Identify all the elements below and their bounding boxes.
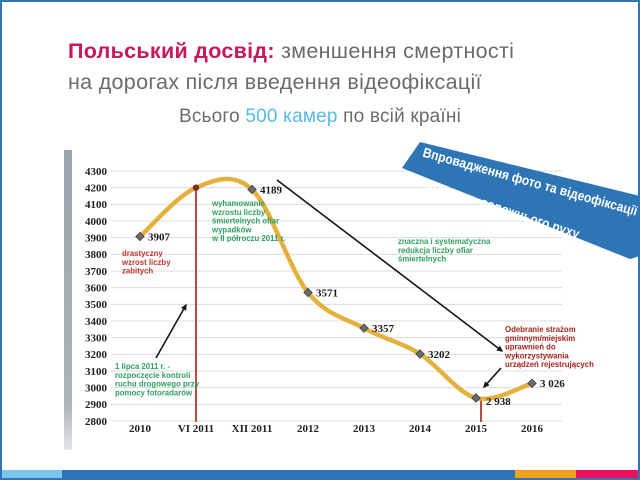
data-point-label: 3571 [316, 287, 338, 299]
annotation-text: Odebranie strażom gminnym/miejskim uprawni… [504, 325, 594, 369]
annotation-text: drastyczny wzrost liczby zabitych [121, 249, 171, 276]
y-axis-label: 4200 [85, 182, 108, 194]
data-point-label: 3907 [148, 231, 171, 243]
banner-ribbon [402, 142, 640, 259]
data-point-marker [303, 287, 313, 298]
subtitle: Всього 500 камер по всій країні [0, 106, 640, 128]
title-line1: Польський досвід: зменшення смертності [68, 36, 514, 67]
y-axis-label: 3700 [85, 266, 108, 278]
x-axis-label: XII 2011 [232, 423, 273, 435]
peak-marker [192, 184, 200, 191]
page-title: Польський досвід: зменшення смертності н… [68, 36, 514, 98]
data-line [137, 176, 535, 402]
footer-bar-segment-3 [576, 470, 640, 480]
x-axis-label: 2015 [465, 423, 488, 435]
y-axis-label: 3400 [85, 316, 108, 328]
annotation-text: wyhamowanie wzrostu liczby śmiertelnych of… [211, 199, 285, 243]
data-point-marker [247, 184, 257, 195]
title-highlight: Польський досвід: [68, 39, 275, 63]
y-axis-label: 3900 [85, 232, 108, 244]
data-point-marker [135, 231, 145, 242]
x-axis-label: 2012 [297, 423, 320, 435]
data-point-label: 3357 [372, 323, 395, 335]
footer-bar-segment-0 [0, 470, 62, 480]
data-point-marker [527, 378, 537, 389]
data-point-label: 4189 [260, 184, 283, 196]
x-axis-label: 2010 [129, 423, 152, 435]
data-point-label: 2 938 [486, 396, 511, 408]
annotation-arrow [276, 179, 504, 352]
y-axis-label: 3500 [85, 299, 108, 311]
data-point-label: 3 026 [540, 378, 565, 390]
y-axis-label: 3800 [85, 249, 108, 261]
data-point-marker [415, 349, 425, 359]
y-axis-label: 4000 [85, 216, 108, 228]
subtitle-prefix: Всього [178, 106, 246, 127]
x-axis-label: 2013 [353, 423, 376, 435]
y-axis-label: 4100 [85, 199, 108, 211]
subtitle-highlight: 500 камер [245, 106, 338, 127]
data-point-marker [471, 393, 481, 403]
footer-color-bar [0, 470, 640, 480]
footer-bar-segment-1 [62, 470, 515, 480]
annotation-text: 1 lipca 2011 r. -rozpoczęcie kontroli ruc… [115, 362, 200, 397]
annotation-arrow [482, 367, 502, 389]
x-axis-label: 2014 [409, 423, 432, 435]
y-axis-label: 3600 [85, 282, 108, 294]
x-axis-label: 2016 [521, 423, 544, 435]
subtitle-suffix: по всій країні [337, 106, 462, 127]
data-point-label: 3202 [428, 349, 451, 361]
y-axis-label: 2900 [85, 399, 108, 411]
x-axis-label: VI 2011 [178, 423, 214, 435]
data-point-marker [359, 323, 369, 333]
annotation-text: znaczna i systematyczna redukcja liczby o… [398, 237, 491, 264]
title-line2: на дорогах після введення відеофіксації [68, 70, 482, 94]
y-axis-label: 3000 [85, 382, 108, 394]
footer-bar-segment-2 [515, 470, 576, 480]
annotation-arrow [155, 303, 187, 359]
y-axis-label: 3200 [85, 349, 108, 361]
y-axis-label: 4300 [85, 166, 108, 178]
y-axis-label: 2800 [85, 416, 108, 428]
y-axis-label: 3300 [85, 332, 108, 344]
y-axis-label: 3100 [85, 366, 108, 378]
page-edge-strip [64, 150, 72, 450]
title-rest: зменшення смертності [274, 39, 515, 63]
